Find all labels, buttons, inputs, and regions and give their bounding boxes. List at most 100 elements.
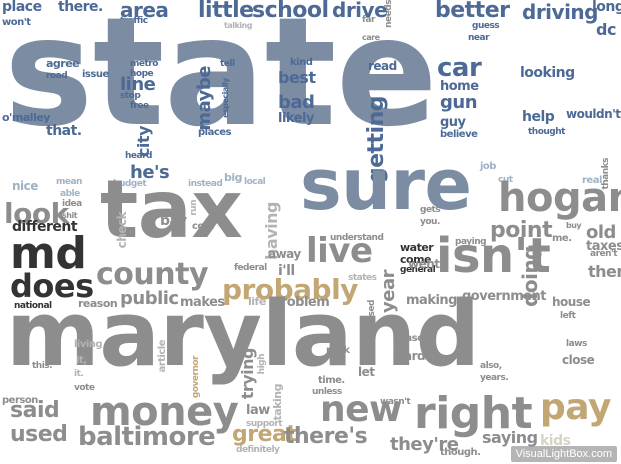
cloud-word: won't [2,17,31,28]
cloud-word: county [96,257,209,292]
cloud-word: went [408,257,440,271]
cloud-word: hope [130,69,154,79]
cloud-word: hogan [498,175,621,221]
cloud-word: long [592,0,621,15]
cloud-word: me. [552,233,572,244]
cloud-word: maybe [194,66,215,131]
cloud-word: government [462,289,547,304]
cloud-word: school [252,0,329,23]
cloud-word: care [362,33,380,42]
cloud-word: definitely [236,445,280,455]
cloud-word: issue [82,69,109,80]
cloud-word: places [198,127,232,138]
cloud-word: guess [472,21,500,31]
cloud-word: o'malley [2,111,50,124]
cloud-word: case [400,333,424,344]
cloud-word: law [246,403,270,418]
cloud-word: making [406,293,457,308]
cloud-word: this. [32,361,53,371]
cloud-word: left [560,311,576,321]
cloud-word: wouldn't [566,107,621,121]
cloud-word: come [400,253,432,266]
cloud-word: paying [455,237,487,247]
cloud-word: makes [180,295,225,310]
cloud-word: bay [160,213,187,229]
cloud-word: tell [220,59,235,69]
cloud-word: idea [62,199,82,209]
cloud-word: saying [482,428,538,447]
cloud-word: stop [120,91,141,101]
cloud-word: gets [420,205,441,215]
cloud-word: road [46,71,68,81]
cloud-word: aren't [590,249,618,259]
cloud-word: i'll [278,263,295,279]
cloud-word: states [348,273,377,283]
cloud-word: driving [522,0,598,24]
cloud-word: live [306,231,373,271]
cloud-word: area [120,0,169,22]
cloud-word: house [552,295,591,309]
cloud-word: there's [284,424,368,449]
cloud-word: local [244,177,266,187]
cloud-word: agree [46,57,80,70]
cloud-word: they're [390,434,459,455]
cloud-word: isn't [436,228,551,284]
cloud-word: water [400,241,434,254]
cloud-word: guy [440,115,466,130]
cloud-word: support [246,419,283,429]
cloud-word: traffic [120,16,148,26]
cloud-word: unless [312,387,342,397]
cloud-word: right [414,388,533,439]
cloud-word: probably [222,273,358,306]
cloud-word: reason [78,297,118,310]
cloud-word: free [130,101,149,111]
cloud-word: especially [221,78,230,118]
cloud-word: it. [74,369,84,379]
cloud-word: sure [300,144,472,226]
cloud-word: great [232,422,297,447]
cloud-word: used [10,422,68,447]
cloud-word: baltimore [78,422,216,452]
cloud-word: he's [130,162,170,183]
cloud-word: place [2,0,42,15]
cloud-word: cost [192,221,214,232]
cloud-word: let [358,365,375,379]
cloud-word: it, [76,355,87,366]
cloud-word: life [248,295,266,308]
cloud-word: instead [188,179,223,189]
cloud-word: there. [58,0,103,15]
cloud-word: job [480,161,496,172]
cloud-word: though. [440,447,481,458]
cloud-word: kids [540,433,571,449]
cloud-word: believe [440,129,478,140]
cloud-word: problem [272,295,330,310]
cloud-word: public [120,288,179,309]
cloud-word: them. [588,262,621,281]
cloud-word: car [437,53,482,83]
cloud-word: near [468,33,490,43]
cloud-word: better [435,0,510,23]
cloud-word: check [115,212,129,249]
cloud-word: also, [480,361,502,371]
cloud-word: vote [74,383,95,393]
cloud-word: general [400,265,436,275]
cloud-word: does [10,267,94,305]
cloud-word: gun [440,92,478,113]
cloud-word: able [60,189,80,199]
cloud-word: look [4,197,69,230]
cloud-word: metro [130,59,158,69]
cloud-word: point [490,218,553,243]
cloud-word: drive [332,0,388,22]
cloud-word: best [278,68,316,87]
cloud-word: that. [46,123,82,139]
cloud-word: money [90,389,239,435]
cloud-word: understand [330,233,384,243]
cloud-word: hard [396,349,426,363]
cloud-word: national [14,301,52,311]
cloud-word: wasn't [380,397,411,407]
cloud-word: md [10,228,87,279]
cloud-word: tax [100,163,243,256]
cloud-word: far [362,15,375,25]
cloud-word: park [326,345,350,356]
